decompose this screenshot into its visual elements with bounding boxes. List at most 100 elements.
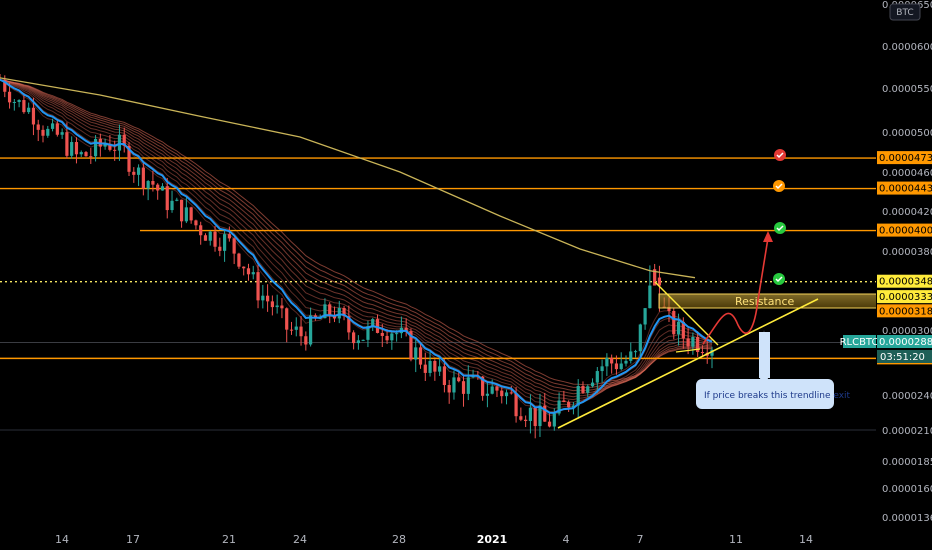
candle-body (270, 301, 274, 308)
candle-body (108, 143, 112, 150)
candle-body (409, 331, 413, 360)
candle-body (352, 332, 356, 344)
y-tick-label: 0.00004200 (882, 207, 932, 218)
candle-body (328, 304, 332, 316)
candle-body (371, 319, 375, 327)
candle-body (304, 336, 308, 345)
price-tag (877, 274, 932, 288)
candle-body (519, 416, 523, 420)
candle-body (633, 351, 638, 353)
candle-body (289, 329, 294, 331)
x-tick-label: 14 (55, 533, 69, 546)
stop-marker-icon (774, 149, 786, 161)
candle-body (337, 308, 341, 319)
last-price-label: 0.00002884 (879, 337, 932, 348)
candle-body (681, 321, 685, 339)
candle-body (700, 352, 705, 354)
candle-body (686, 338, 690, 347)
candle-body (222, 234, 227, 251)
candle-body (184, 207, 188, 222)
symbol-tag: RLCBTC 0.00002884 03:51:20 (840, 335, 932, 363)
candle-body (117, 134, 122, 151)
candle-body (280, 305, 284, 309)
y-tick-label: 0.00005500 (882, 84, 932, 95)
candle-body (514, 393, 518, 417)
candle-body (466, 377, 470, 394)
resistance-label: Resistance (735, 295, 795, 308)
y-tick-label: 0.00006000 (882, 42, 932, 53)
candle-body (581, 385, 585, 393)
candle-body (624, 360, 628, 364)
ribbon-line (0, 79, 713, 395)
trendline-callout: If price breaks this trendline exit (696, 330, 851, 409)
countdown-label: 03:51:20 (880, 352, 925, 363)
candle-body (113, 149, 117, 151)
candle-body (323, 304, 327, 319)
candle-body (160, 186, 165, 191)
candle-body (576, 385, 580, 406)
time-axis[interactable]: 14 17 21 24 28 2021 4 7 11 14 (0, 527, 876, 550)
candle-body (619, 363, 623, 370)
candle-body (672, 311, 676, 335)
candle-body (93, 138, 98, 157)
candle-body (65, 132, 69, 156)
symbol-label: RLCBTC (840, 337, 879, 348)
candle-body (203, 235, 208, 241)
candle-body (170, 200, 174, 211)
candle-body (27, 107, 31, 113)
candle-body (423, 364, 427, 373)
candle-body (7, 91, 12, 103)
price-tag (877, 181, 932, 195)
hit-target-icon (774, 222, 786, 234)
candle-body (557, 400, 561, 414)
candle-body (46, 128, 50, 136)
callout-text: If price breaks this trendline exit (704, 391, 851, 401)
candle-body (79, 152, 83, 155)
candle-body (504, 392, 509, 397)
candle-body (299, 326, 303, 337)
ribbon-line (0, 79, 713, 389)
candle-body (395, 333, 399, 335)
price-tag-label: 0.00003489 (879, 277, 932, 288)
resistance-zone[interactable]: Resistance (658, 293, 878, 309)
candle-body (605, 357, 609, 367)
ema-ribbon (0, 79, 713, 416)
candle-body (151, 181, 155, 185)
candle-body (414, 347, 418, 360)
candle-body (428, 360, 432, 373)
target-markers (773, 149, 786, 285)
candle-body (165, 186, 169, 211)
candle-body (610, 357, 614, 364)
candle-body (156, 184, 160, 191)
currency-badge-label: BTC (896, 8, 913, 18)
candle-body (122, 134, 126, 146)
candle-body (657, 277, 662, 286)
candle-body (567, 402, 571, 408)
candle-body (571, 405, 576, 408)
ribbon-line (0, 79, 713, 403)
candle-body (595, 371, 599, 383)
candle-body (366, 326, 370, 340)
candle-body (275, 305, 279, 308)
candle-body (84, 152, 88, 157)
candle-body (127, 145, 131, 172)
candle-body (41, 129, 45, 136)
x-tick-label: 17 (126, 533, 140, 546)
candle-body (242, 266, 246, 269)
candle-body (17, 100, 21, 102)
candle-body (629, 351, 633, 361)
candle-body (246, 268, 251, 275)
y-tick-label: 0.00004600 (882, 168, 932, 179)
slow-ma-line (0, 77, 696, 279)
candle-body (342, 308, 346, 317)
candle-body (500, 390, 504, 397)
y-tick-label: 0.00001600 (882, 484, 932, 495)
candle-body (199, 225, 203, 236)
candle-body (31, 107, 36, 125)
x-tick-label: 14 (799, 533, 813, 546)
candle-body (36, 124, 40, 130)
candle-body (696, 336, 700, 353)
x-tick-label: 7 (637, 533, 644, 546)
